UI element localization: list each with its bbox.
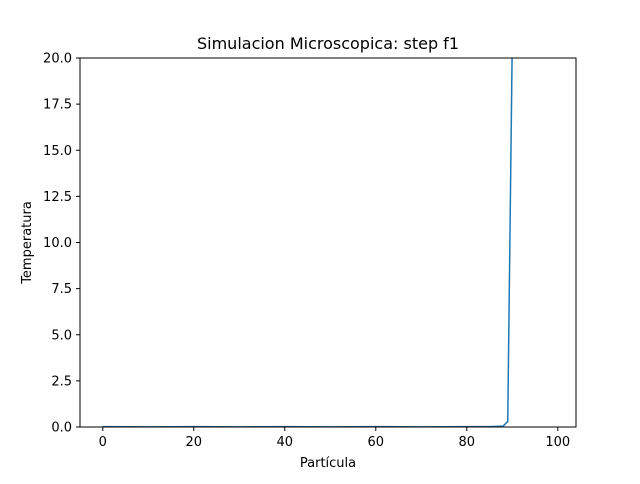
y-tick-label: 5.0	[51, 328, 72, 343]
chart-title: Simulacion Microscopica: step f1	[197, 34, 459, 53]
y-tick-label: 12.5	[43, 190, 72, 205]
y-axis-label: Temperatura	[20, 201, 35, 285]
y-tick-label: 20.0	[43, 52, 72, 67]
y-tick-label: 7.5	[51, 282, 72, 297]
x-tick-label: 40	[276, 435, 293, 450]
y-tick-label: 10.0	[43, 236, 72, 251]
x-axis: 0 20 40 60 80 100	[99, 427, 570, 450]
y-tick-label: 2.5	[51, 374, 72, 389]
y-tick-label: 0.0	[51, 421, 72, 436]
x-tick-label: 60	[368, 435, 385, 450]
x-tick-label: 80	[459, 435, 476, 450]
y-tick-label: 17.5	[43, 98, 72, 113]
x-axis-label: Partícula	[300, 456, 356, 471]
plot-area-background	[80, 58, 576, 427]
x-tick-label: 100	[545, 435, 570, 450]
x-tick-label: 0	[99, 435, 107, 450]
y-tick-label: 15.0	[43, 144, 72, 159]
x-tick-label: 20	[185, 435, 202, 450]
y-axis: 0.0 2.5 5.0 7.5 10.0 12.5 15.0 17.5 20.0	[43, 52, 80, 436]
